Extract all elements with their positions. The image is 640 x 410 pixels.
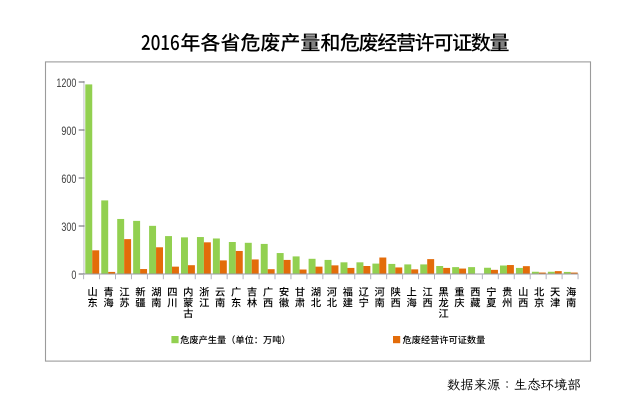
svg-text:300: 300 [61, 220, 76, 234]
svg-text:900: 900 [61, 124, 76, 138]
svg-text:600: 600 [61, 172, 76, 186]
svg-text:0: 0 [71, 268, 76, 282]
svg-text:1200: 1200 [56, 76, 76, 90]
